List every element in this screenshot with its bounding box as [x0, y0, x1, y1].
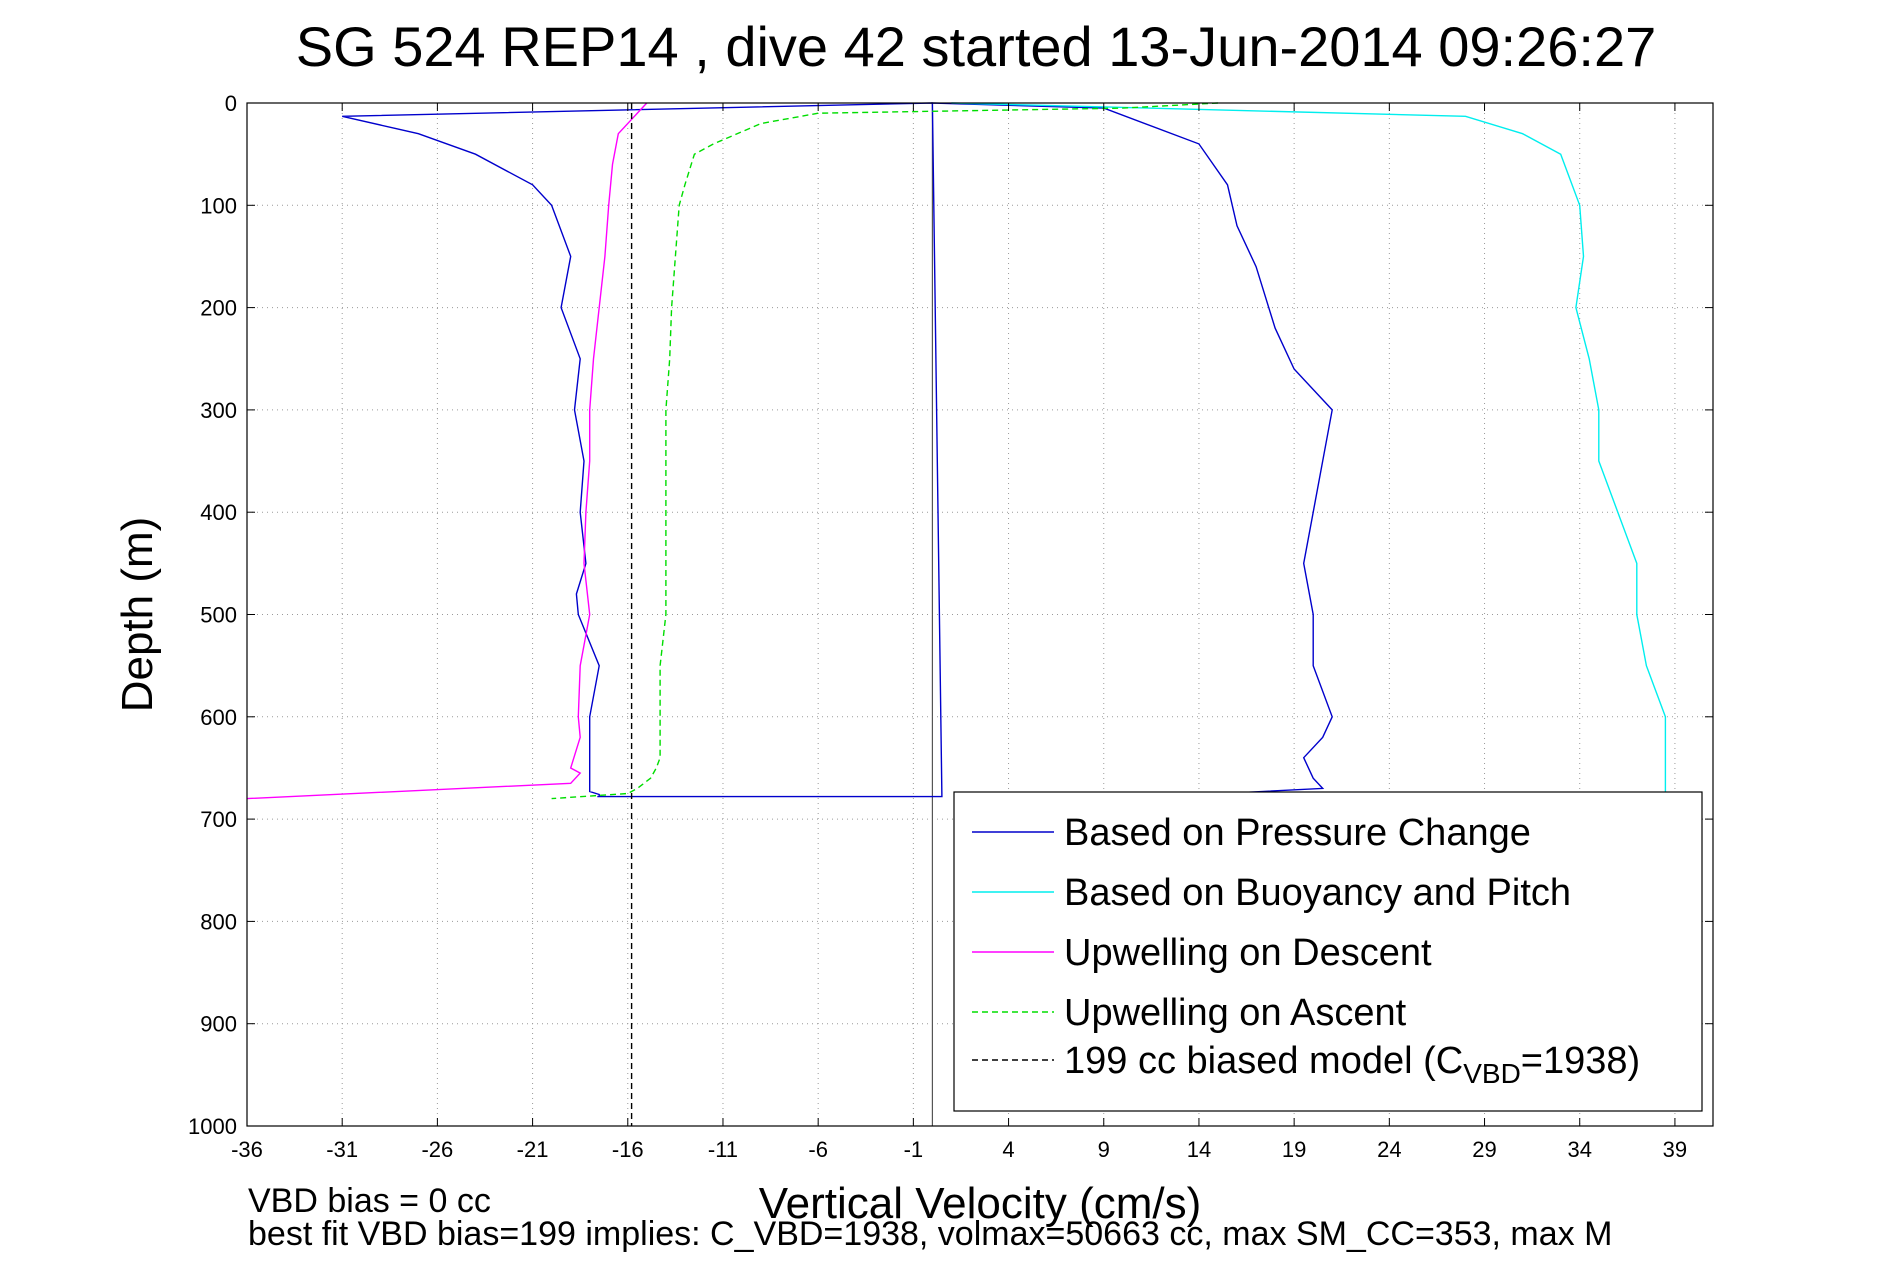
y-tick-label: 1000 — [188, 1114, 237, 1139]
x-tick-label: 29 — [1472, 1137, 1496, 1162]
series-line-1 — [342, 102, 1333, 800]
grid — [246, 102, 1713, 1127]
x-tick-label: -26 — [421, 1137, 453, 1162]
x-axis-label: Vertical Velocity (cm/s) — [759, 1179, 1202, 1228]
footer-line-2: best fit VBD bias=199 implies: C_VBD=193… — [248, 1215, 1612, 1253]
legend-label: Based on Pressure Change — [1064, 812, 1531, 854]
x-tick-label: 34 — [1567, 1137, 1591, 1162]
x-tick-label: 24 — [1377, 1137, 1401, 1162]
y-tick-label: 700 — [200, 807, 237, 832]
x-tick-label: -11 — [708, 1137, 738, 1162]
legend-label: Upwelling on Descent — [1064, 932, 1432, 974]
y-axis-label: Depth (m) — [113, 517, 162, 713]
x-tick-label: -16 — [612, 1137, 644, 1162]
series-layer — [246, 102, 1667, 1126]
x-tick-label: 9 — [1098, 1137, 1110, 1162]
y-tick-label: 900 — [200, 1012, 237, 1037]
legend-label: Upwelling on Ascent — [1064, 992, 1407, 1034]
footer-line-1: VBD bias = 0 cc — [248, 1182, 491, 1220]
series-line-3 — [246, 102, 648, 800]
x-tick-label: -1 — [904, 1137, 924, 1162]
x-tick-label: 19 — [1282, 1137, 1306, 1162]
x-tick-label: -6 — [808, 1137, 828, 1162]
series-line-2 — [951, 102, 1667, 794]
x-tick-label: -31 — [326, 1137, 358, 1162]
legend-subscript: VBD — [1463, 1058, 1521, 1089]
x-tick-label: 39 — [1663, 1137, 1687, 1162]
axis-ticks: -36 -31 -26 -21 -16 -11 -6 -1 4 9 14 19 24 29 34 39 0 100… — [188, 91, 1713, 1162]
x-tick-label: 14 — [1187, 1137, 1211, 1162]
x-tick-label: -21 — [517, 1137, 549, 1162]
x-tick-label: 4 — [1002, 1137, 1014, 1162]
y-tick-label: 400 — [200, 500, 237, 525]
y-tick-label: 100 — [200, 193, 237, 218]
y-tick-label: 300 — [200, 398, 237, 423]
y-tick-label: 600 — [200, 705, 237, 730]
y-tick-label: 200 — [200, 296, 237, 321]
legend: Based on Pressure Change Based on Buoyanc… — [953, 791, 1703, 1112]
legend-box — [953, 791, 1703, 1112]
legend-label: Based on Buoyancy and Pitch — [1064, 872, 1571, 914]
x-tick-label: -36 — [231, 1137, 263, 1162]
y-tick-label: 500 — [200, 603, 237, 628]
chart-title: SG 524 REP14 , dive 42 started 13-Jun-20… — [296, 15, 1656, 78]
y-tick-label: 800 — [200, 909, 237, 934]
legend-suffix: =1938) — [1521, 1040, 1640, 1082]
series-line-4 — [551, 102, 1219, 800]
y-tick-label: 0 — [225, 91, 237, 116]
legend-label: 199 cc biased model (CVBD=1938) — [1064, 1040, 1640, 1089]
